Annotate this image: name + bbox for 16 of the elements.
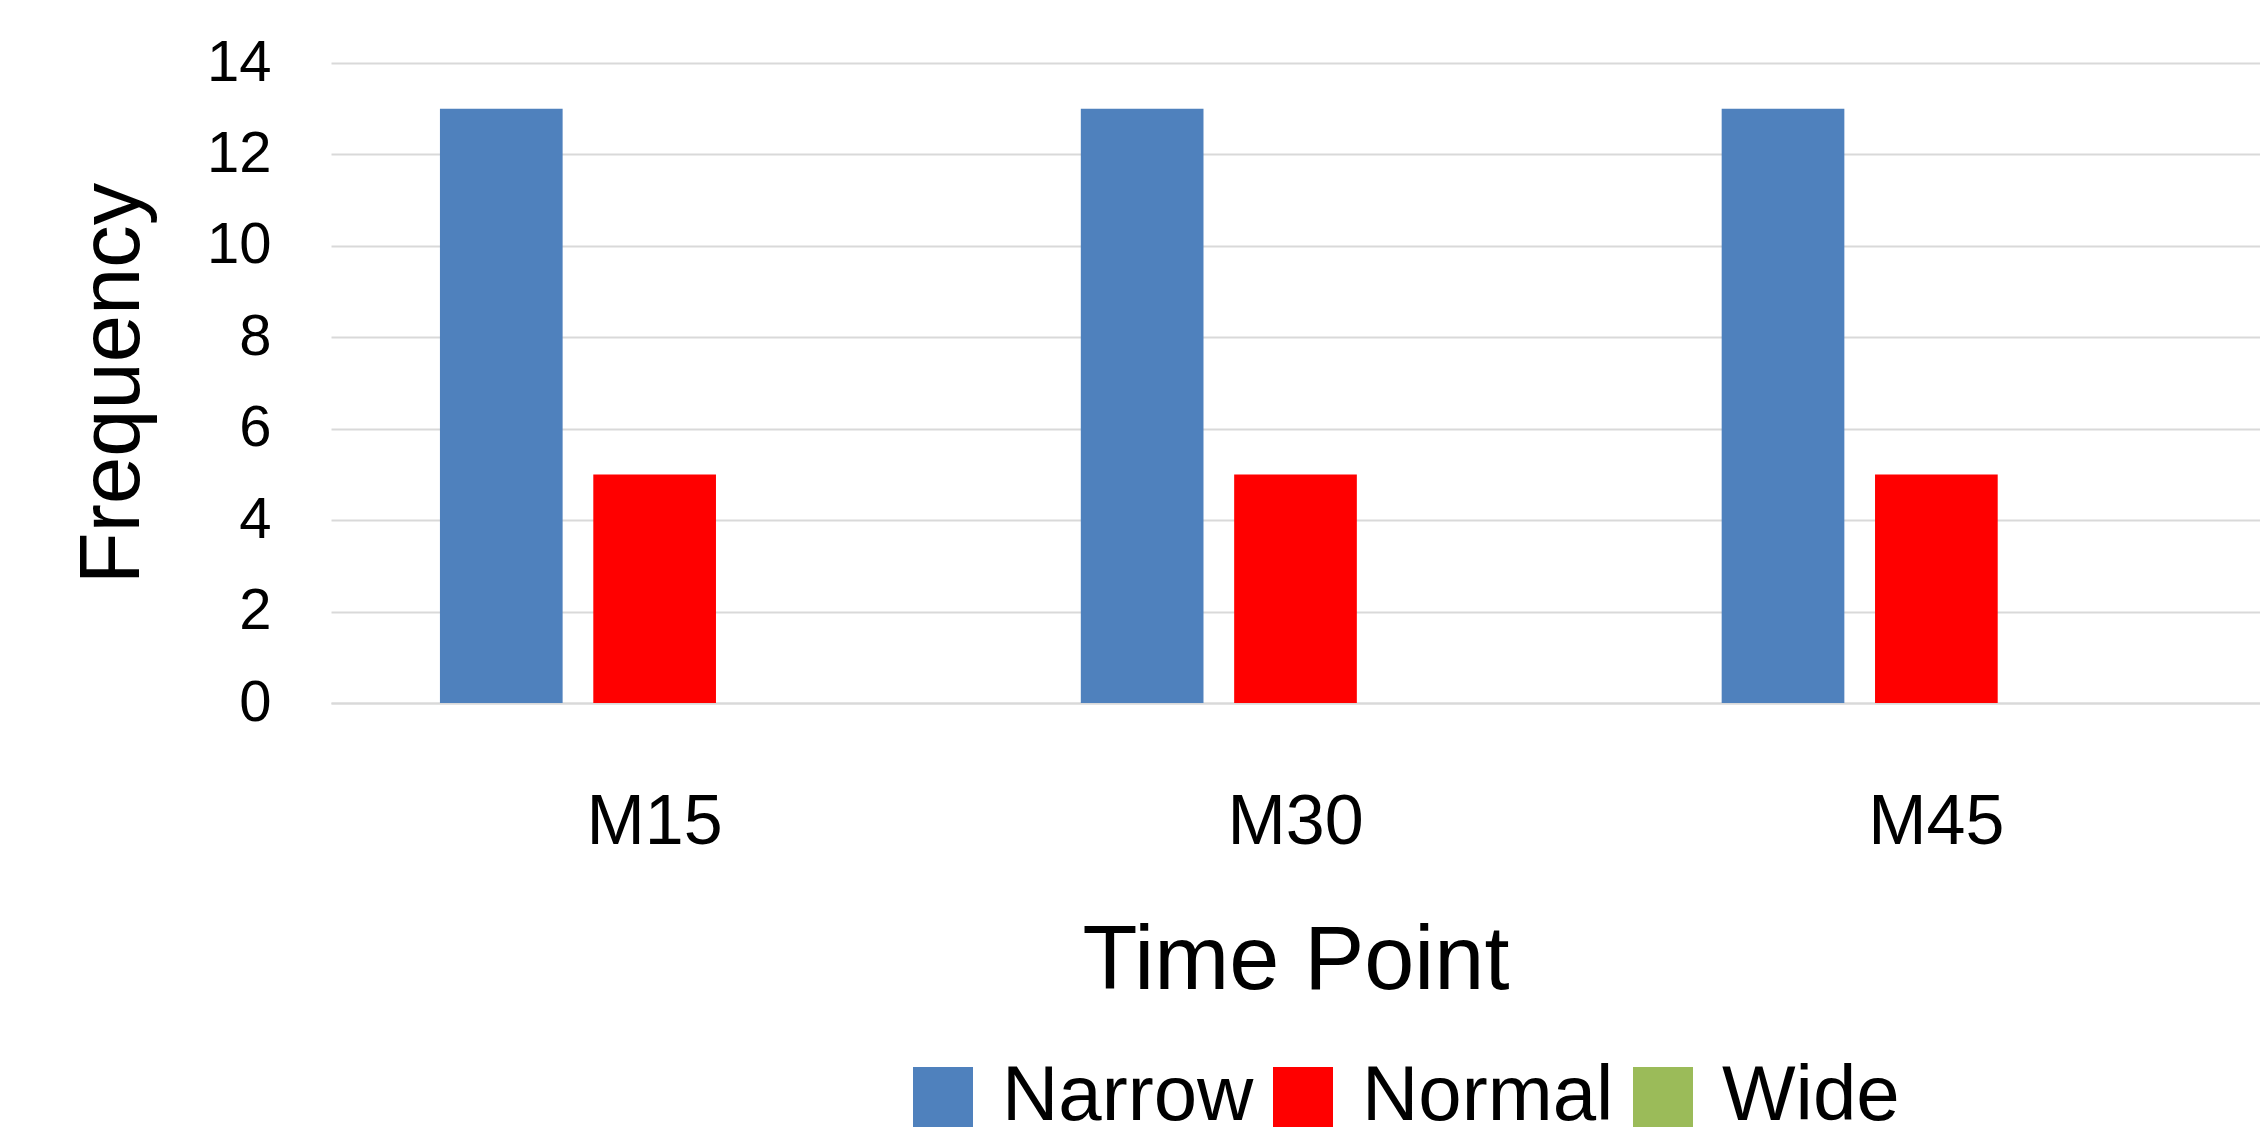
x-tick-label: M45 — [1868, 780, 2005, 859]
y-tick-label: 8 — [239, 301, 272, 367]
y-tick-label: 10 — [206, 210, 272, 276]
y-tick-label: 0 — [239, 667, 272, 733]
y-tick-label: 4 — [239, 484, 272, 550]
legend-label: Wide — [1722, 1049, 1900, 1137]
y-axis-title: Frequency — [61, 182, 157, 585]
x-tick-label: M15 — [586, 780, 723, 859]
x-tick-label: M30 — [1227, 780, 1364, 859]
x-axis-title: Time Point — [1082, 907, 1510, 1008]
y-tick-label: 12 — [206, 118, 272, 184]
legend-label: Normal — [1362, 1049, 1614, 1137]
y-tick-label: 2 — [239, 576, 272, 642]
y-tick-label: 6 — [239, 393, 272, 459]
legend-label: Narrow — [1002, 1049, 1255, 1137]
y-tick-label: 14 — [206, 27, 272, 93]
